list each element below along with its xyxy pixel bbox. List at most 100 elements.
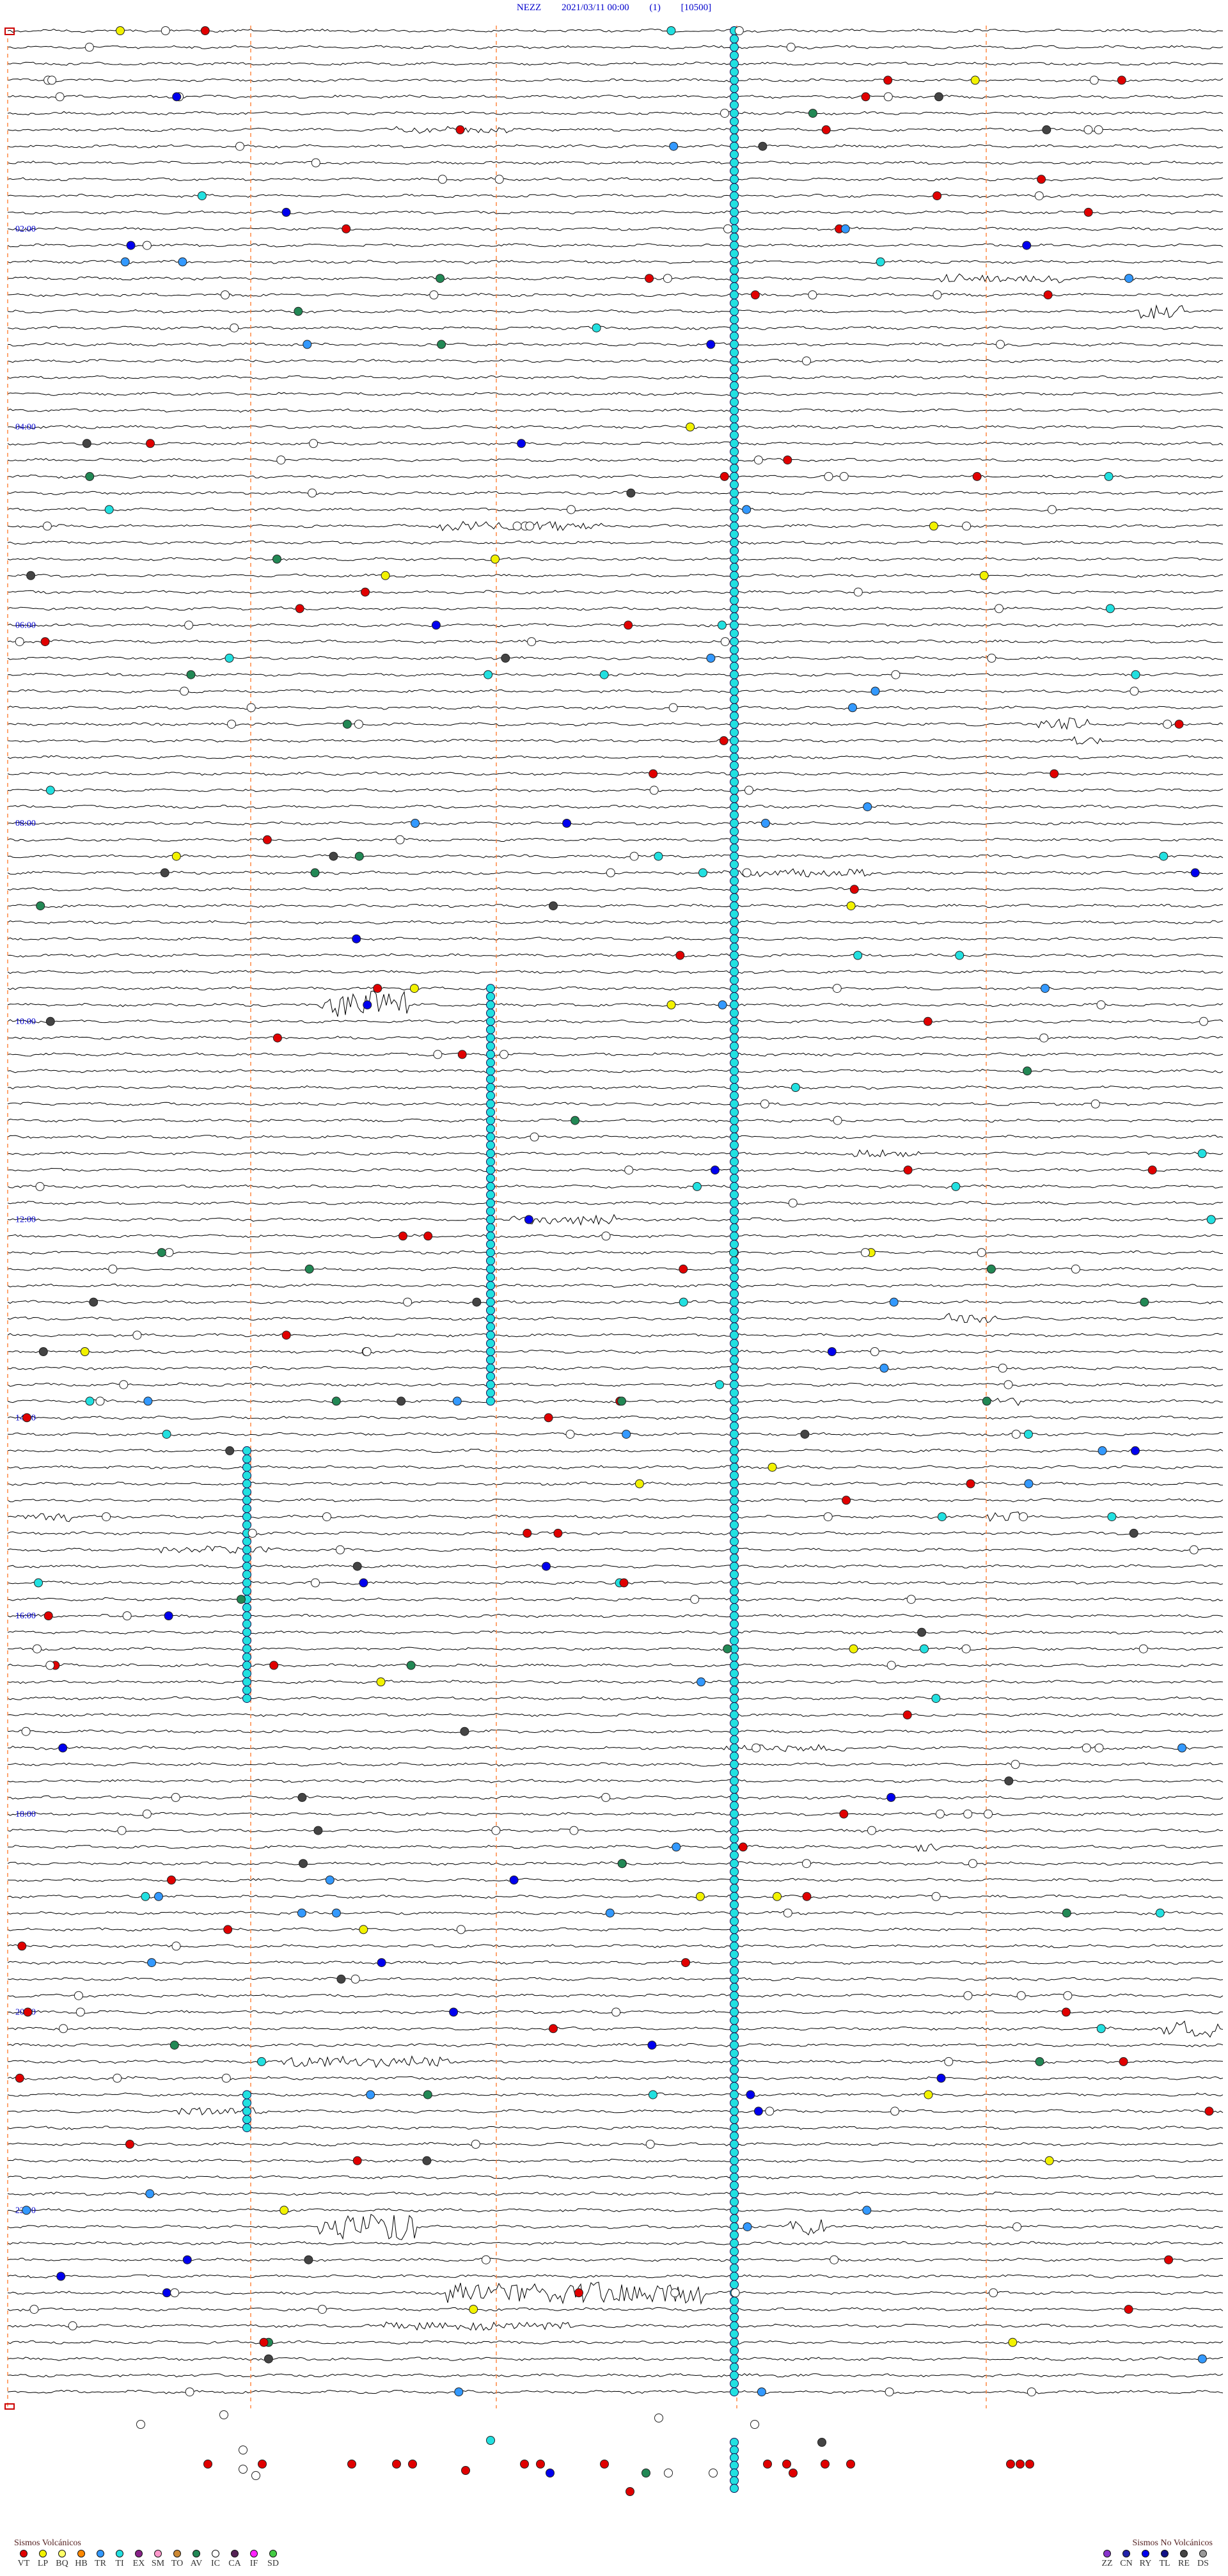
seismic-trace <box>7 2373 1224 2378</box>
hour-label: 18:00 <box>15 1810 36 1819</box>
legend-nonvolcanic: Sismos No Volcánicos ZZ CN RY TL RE DS <box>1098 2538 1213 2568</box>
event-marker-av <box>1062 1908 1071 1918</box>
event-marker-vt <box>125 2140 134 2149</box>
event-marker-ic <box>742 868 752 878</box>
event-marker-ti <box>730 2049 739 2058</box>
seismic-trace <box>7 1448 1224 1453</box>
event-marker-tr <box>742 505 752 514</box>
legend-nonvolcanic-dot-icon <box>1180 2550 1188 2557</box>
event-marker-ti <box>730 843 739 853</box>
event-marker-ti <box>730 1528 739 1538</box>
event-marker-ic <box>102 1512 111 1522</box>
event-marker-ti <box>730 2147 739 2157</box>
event-marker-av <box>986 1264 996 1274</box>
seismic-trace <box>7 1977 1224 1982</box>
legend-volcanic-tr: TR <box>91 2550 110 2568</box>
event-marker-ti <box>730 851 739 861</box>
event-marker-ic <box>395 835 405 844</box>
event-marker-ti <box>242 2115 251 2124</box>
event-marker-ti <box>730 1339 739 1348</box>
event-marker-ti <box>730 1462 739 1472</box>
seismic-trace <box>7 1778 1224 1783</box>
event-marker-ic <box>108 1264 118 1274</box>
event-marker-ti <box>666 26 676 35</box>
event-marker-ti <box>730 686 739 696</box>
seismic-trace <box>7 1213 1224 1226</box>
event-marker-vt <box>933 191 942 201</box>
event-marker-ic <box>853 587 863 597</box>
legend-volcanic-dot-icon <box>269 2550 277 2557</box>
event-marker-ti <box>224 653 234 663</box>
event-marker-ti <box>486 1256 495 1265</box>
event-marker-ti <box>486 1347 495 1356</box>
event-marker-ry <box>162 2288 171 2298</box>
event-marker-ti <box>242 1545 251 1554</box>
event-marker-ic <box>15 637 24 647</box>
seismic-trace <box>7 1812 1224 1816</box>
event-marker-ti <box>730 1718 739 1728</box>
event-marker-vt <box>262 835 272 844</box>
event-marker-ic <box>663 274 672 283</box>
event-marker-ti <box>730 2197 739 2207</box>
event-marker-ti <box>715 1380 724 1389</box>
event-marker-av <box>1140 1297 1149 1307</box>
event-marker-tr <box>366 2090 375 2099</box>
event-marker-tr <box>1041 984 1050 993</box>
event-marker-vt <box>1204 2106 1214 2116</box>
event-marker-vt <box>347 2460 356 2469</box>
seismic-trace <box>7 2158 1224 2163</box>
legend-nonvolcanic-label: ZZ <box>1101 2559 1113 2568</box>
event-marker-vt <box>523 1528 532 1538</box>
event-marker-ti <box>730 1776 739 1786</box>
event-marker-re <box>422 2156 432 2165</box>
event-marker-ti <box>730 2106 739 2116</box>
event-marker-av <box>617 1859 627 1869</box>
event-marker-re <box>38 1347 48 1356</box>
legend-volcanic-dot-icon <box>116 2550 123 2557</box>
event-marker-ic <box>963 1991 973 2000</box>
event-marker-ti <box>730 125 739 134</box>
event-marker-ti <box>730 1124 739 1134</box>
event-marker-ti <box>730 1867 739 1877</box>
event-marker-ti <box>730 1355 739 1364</box>
event-marker-ry <box>431 620 441 630</box>
seismic-trace <box>7 2257 1224 2262</box>
seismic-trace <box>7 2020 1224 2038</box>
event-marker-ti <box>730 1174 739 1183</box>
event-marker-ic <box>606 868 615 878</box>
event-marker-ti <box>730 703 739 713</box>
event-marker-ic <box>1094 1743 1104 1753</box>
event-marker-ti <box>730 1041 739 1051</box>
event-marker-ti <box>730 538 739 548</box>
event-marker-ic <box>429 290 439 299</box>
event-marker-vt <box>520 2460 529 2469</box>
event-marker-ti <box>730 1941 739 1951</box>
seismic-trace <box>7 1036 1224 1040</box>
event-marker-ic <box>142 1809 152 1819</box>
event-marker-ti <box>730 860 739 869</box>
event-marker-av <box>982 1396 991 1406</box>
event-marker-ti <box>242 1611 251 1620</box>
event-marker-re <box>934 92 943 102</box>
event-marker-re <box>299 1859 308 1869</box>
event-marker-tr <box>863 802 872 812</box>
event-marker-lp <box>409 984 419 993</box>
event-marker-ti <box>730 2156 739 2165</box>
event-marker-ti <box>486 1306 495 1315</box>
event-marker-tr <box>718 1000 727 1009</box>
event-marker-ic <box>1012 2222 1022 2232</box>
event-marker-vt <box>361 587 370 597</box>
event-marker-ti <box>730 596 739 605</box>
event-marker-tr <box>622 1430 631 1439</box>
event-marker-lp <box>773 1892 782 1901</box>
event-marker-ti <box>730 678 739 688</box>
event-marker-ti <box>730 1240 739 1249</box>
event-marker-ic <box>21 1727 31 1736</box>
event-marker-ti <box>197 191 207 201</box>
event-marker-ti <box>730 84 739 93</box>
legend-nonvolcanic-zz: ZZ <box>1098 2550 1117 2568</box>
legend-volcanic-ex: EX <box>129 2550 148 2568</box>
event-marker-ti <box>730 175 739 184</box>
event-marker-ic <box>362 1347 372 1356</box>
event-marker-ti <box>730 2476 739 2485</box>
